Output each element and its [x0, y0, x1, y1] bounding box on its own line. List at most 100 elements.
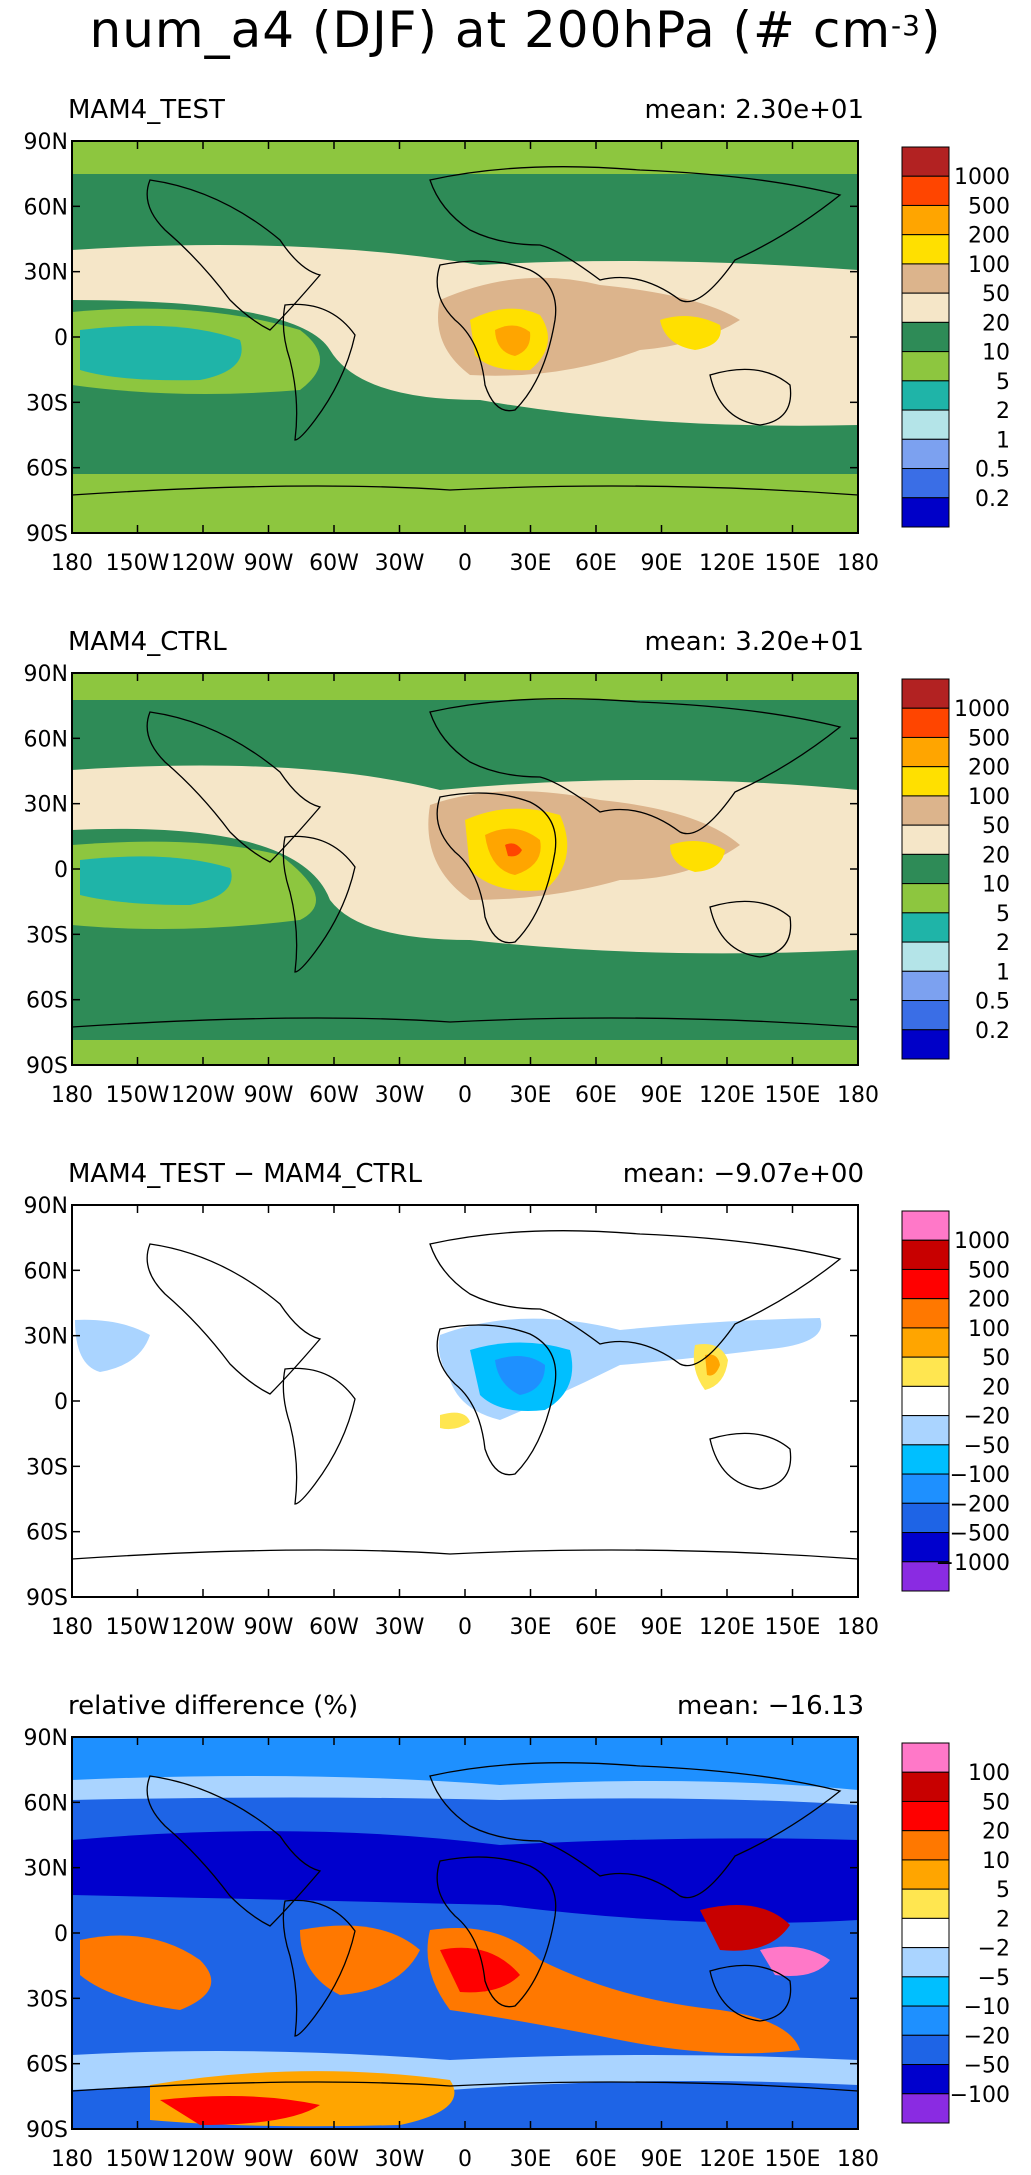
colorbar-swatch: [901, 1800, 950, 1832]
x-tick-label: 180: [51, 1083, 93, 1108]
y-tick-label: 0: [54, 326, 68, 351]
coast-north-america: [146, 1775, 322, 1927]
coast-north-america: [146, 179, 322, 331]
x-tick-label: 0: [458, 2147, 472, 2172]
coast-australia: [709, 900, 792, 958]
colorbar-swatch: [901, 2005, 950, 2036]
y-tick-label: 60N: [24, 1791, 68, 1816]
colorbar-label: 200: [968, 756, 1010, 781]
colorbar-swatch: [901, 1888, 950, 1919]
y-tick-label: 30N: [24, 1857, 68, 1882]
panel-diff-colorbar: 1000 500 200 100 50 20 −20 −50 −100 −200 −500 −1000: [901, 1210, 1010, 1592]
colorbar-swatch: [901, 883, 950, 914]
colorbar-label: −500: [950, 1522, 1010, 1547]
region-pacific-teal: [80, 856, 232, 905]
x-tick-label: 150W: [106, 551, 170, 576]
panel-diff-x-ticks: 180 150W 120W 90W 60W 30W 0 30E 60E 90E 120E 150E 18…: [51, 1205, 879, 1640]
colorbar-swatch: [901, 1356, 950, 1387]
panel-ctrl-y-ticks: 90N 60N 30N 0 30S 60S 90S: [24, 662, 858, 1079]
region-atlantic-positive: [440, 1412, 470, 1430]
x-tick-label: 90W: [244, 1083, 294, 1108]
y-tick-label: 30S: [26, 391, 68, 416]
coast-eurasia: [429, 698, 842, 835]
colorbar-label: −1000: [936, 1551, 1010, 1576]
colorbar-label: −50: [964, 2054, 1010, 2079]
colorbar-swatch: [901, 1415, 950, 1446]
panel-test-x-ticks: 180 150W 120W 90W 60W 30W 0 30E 60E 90E 120E 150E 18…: [51, 141, 879, 576]
coast-eurasia: [429, 166, 842, 303]
colorbar-swatch: [901, 912, 950, 943]
y-tick-label: 30S: [26, 1987, 68, 2012]
colorbar-label: 0.5: [975, 990, 1010, 1015]
colorbar-swatch: [901, 1473, 950, 1504]
x-tick-label: 60E: [575, 1083, 617, 1108]
x-tick-label: 60E: [575, 2147, 617, 2172]
colorbar-label: 200: [968, 224, 1010, 249]
x-tick-label: 120W: [171, 2147, 235, 2172]
y-tick-label: 90N: [24, 130, 68, 155]
region-maritime-red: [700, 1905, 790, 1951]
x-tick-label: 120E: [699, 2147, 755, 2172]
coast-africa: [436, 792, 557, 944]
x-tick-label: 30W: [375, 1615, 425, 1640]
x-tick-label: 0: [458, 1083, 472, 1108]
colorbar-label: 50: [982, 282, 1010, 307]
x-tick-label: 0: [458, 1615, 472, 1640]
panel-ctrl-map: [72, 673, 858, 1065]
y-tick-label: 90N: [24, 1726, 68, 1751]
x-tick-label: 120E: [699, 551, 755, 576]
coast-antarctica: [72, 2081, 858, 2092]
figure-title: num_a4 (DJF) at 200hPa (# cm-3): [0, 0, 1031, 70]
colorbar-swatch: [901, 1742, 950, 1773]
colorbar-swatch: [901, 2034, 950, 2066]
coast-north-america: [146, 711, 322, 863]
panel-rel-mean: mean: −16.13: [677, 1691, 864, 1721]
colorbar-swatch: [901, 409, 950, 440]
panel-diff-y-ticks: 90N 60N 30N 0 30S 60S 90S: [24, 1194, 858, 1611]
panel-rel-title: relative difference (%): [68, 1691, 358, 1721]
panel-test-title: MAM4_TEST: [68, 95, 225, 125]
colorbar-label: 100: [968, 1317, 1010, 1342]
x-tick-label: 60E: [575, 551, 617, 576]
x-tick-label: 30W: [375, 2147, 425, 2172]
colorbar-swatch: [901, 678, 950, 709]
y-tick-label: 0: [54, 1390, 68, 1415]
colorbar-swatch: [901, 1385, 950, 1417]
colorbar-swatch: [901, 1947, 950, 1978]
colorbar-label: 1000: [954, 165, 1010, 190]
figure-title-exponent: -3: [891, 9, 921, 42]
region-tropical-positive-america: [300, 1925, 420, 1995]
region-pacific-light-blue: [75, 1319, 150, 1372]
colorbar-swatch: [901, 1917, 950, 1949]
colorbar-label: 1000: [954, 1229, 1010, 1254]
y-tick-label: 90S: [26, 1054, 68, 1079]
colorbar-label: 200: [968, 1288, 1010, 1313]
colorbar-swatch: [901, 1298, 950, 1329]
colorbar-label: 50: [982, 1790, 1010, 1815]
coast-eurasia: [429, 1762, 842, 1899]
x-tick-label: 30W: [375, 1083, 425, 1108]
panel-ctrl-colorbar: 1000 500 200 100 50 20 10 5 2 1 0.5 0.2: [901, 678, 1010, 1060]
region-pacific-teal: [80, 325, 242, 381]
x-tick-label: 120E: [699, 1615, 755, 1640]
colorbar-label: −100: [950, 1463, 1010, 1488]
colorbar-label: 1: [996, 428, 1010, 453]
colorbar-label: −5: [978, 1966, 1010, 1991]
colorbar-label: 500: [968, 194, 1010, 219]
colorbar-swatch: [901, 1029, 950, 1060]
panel-ctrl-x-ticks: 180 150W 120W 90W 60W 30W 0 30E 60E 90E 120E 150E 18…: [51, 673, 879, 1108]
region-africa-max: [505, 843, 522, 857]
colorbar-label: 500: [968, 1258, 1010, 1283]
colorbar-label: −10: [964, 1995, 1010, 2020]
panel-test: MAM4_TEST mean: 2.30e+01 180 150W 120W 90W 6…: [24, 95, 1010, 576]
y-tick-label: 90S: [26, 522, 68, 547]
region-tropical-positive-west: [80, 1935, 212, 2010]
region-arctic-white: [72, 1776, 858, 1805]
x-tick-label: 0: [458, 551, 472, 576]
x-tick-label: 120W: [171, 1615, 235, 1640]
colorbar-swatch: [901, 1268, 950, 1300]
coast-south-america: [282, 1367, 356, 1505]
y-tick-label: 60S: [26, 989, 68, 1014]
colorbar-swatch: [901, 853, 950, 885]
